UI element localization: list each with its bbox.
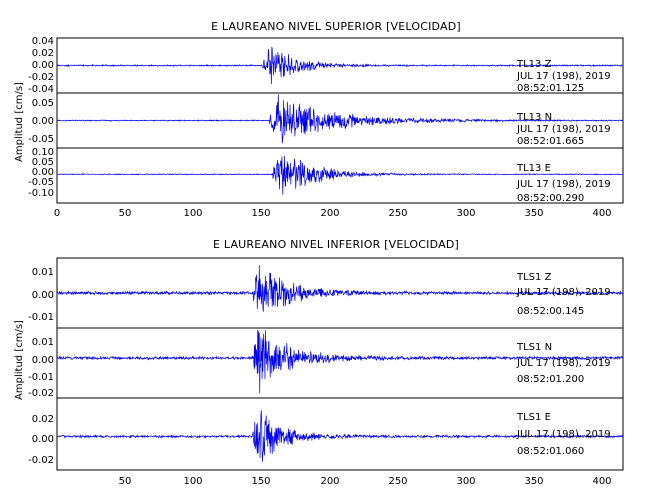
y-axis-label-superior: Amplitud [cm/s] bbox=[14, 82, 25, 162]
station-label: TLS1 N bbox=[516, 342, 552, 353]
x-tick-label: 200 bbox=[320, 476, 339, 487]
x-tick-label: 300 bbox=[456, 476, 475, 487]
y-ticks-tl13-z: 0.04 0.02 0.00 -0.02 -0.04 bbox=[28, 36, 54, 95]
y-tick-label: -0.02 bbox=[28, 455, 54, 466]
x-tick-label: 50 bbox=[119, 208, 132, 219]
y-tick-label: -0.05 bbox=[28, 177, 54, 188]
panel-tls1-n: 0.01 0.00 -0.01 -0.02 TLS1 N JUL 17 (198… bbox=[28, 327, 624, 399]
panel-frame bbox=[56, 147, 624, 204]
y-tick-label: -0.01 bbox=[28, 372, 54, 383]
y-tick-label: -0.02 bbox=[28, 388, 54, 399]
date-label: JUL 17 (198), 2019 bbox=[516, 71, 611, 82]
station-label: TL13 Z bbox=[516, 59, 552, 70]
trace-tls1-z bbox=[56, 264, 624, 312]
station-label: TL13 E bbox=[516, 163, 551, 174]
time-label: 08:52:01.125 bbox=[517, 83, 584, 94]
x-tick-label: 350 bbox=[524, 476, 543, 487]
y-tick-label: 0.05 bbox=[32, 98, 54, 109]
chart-nivel-superior: E LAUREANO NIVEL SUPERIOR [VELOCIDAD] Am… bbox=[14, 20, 624, 219]
x-tick-label: 150 bbox=[251, 208, 270, 219]
y-tick-label: -0.10 bbox=[28, 188, 54, 199]
x-tick-label: 150 bbox=[251, 476, 270, 487]
panel-tl13-n: 0.05 0.00 -0.05 TL13 N JUL 17 (198), 201… bbox=[28, 92, 624, 149]
date-label: JUL 17 (198), 2019 bbox=[516, 124, 611, 135]
time-label: 08:52:01.665 bbox=[517, 136, 584, 147]
time-label: 08:52:01.200 bbox=[517, 374, 584, 385]
panel-frame bbox=[56, 397, 624, 471]
station-label: TL13 N bbox=[516, 112, 552, 123]
x-tick-label: 400 bbox=[592, 208, 611, 219]
panel-tls1-e: 0.02 0.00 -0.02 TLS1 E JUL 17 (198), 201… bbox=[28, 397, 624, 471]
y-tick-label: 0.02 bbox=[32, 414, 54, 425]
y-tick-label: 0.10 bbox=[32, 147, 54, 158]
y-tick-label: -0.01 bbox=[28, 312, 54, 323]
y-tick-label: 0.01 bbox=[32, 267, 54, 278]
y-ticks-tl13-n: 0.05 0.00 -0.05 bbox=[28, 98, 54, 145]
panel-tls1-z: 0.01 0.00 -0.01 TLS1 Z JUL 17 (198), 201… bbox=[28, 257, 624, 329]
y-tick-label: -0.05 bbox=[28, 134, 54, 145]
y-tick-label: 0.00 bbox=[32, 167, 54, 178]
y-ticks-tls1-z: 0.01 0.00 -0.01 bbox=[28, 267, 54, 323]
date-label: JUL 17 (198), 2019 bbox=[516, 358, 611, 369]
x-tick-label: 0 bbox=[54, 208, 60, 219]
x-axis-superior: 0 50 100 150 200 250 300 350 400 bbox=[54, 208, 612, 219]
y-tick-label: -0.04 bbox=[28, 84, 54, 95]
x-tick-label: 250 bbox=[388, 208, 407, 219]
panel-tl13-z: 0.04 0.02 0.00 -0.02 -0.04 TL13 Z JUL 17… bbox=[28, 36, 624, 95]
trace-tl13-n bbox=[56, 94, 624, 144]
chart-title-inferior: E LAUREANO NIVEL INFERIOR [VELOCIDAD] bbox=[213, 238, 459, 251]
y-tick-label: 0.02 bbox=[32, 48, 54, 59]
y-axis-label-inferior: Amplitud [cm/s] bbox=[14, 320, 25, 400]
chart-nivel-inferior: E LAUREANO NIVEL INFERIOR [VELOCIDAD] Am… bbox=[14, 238, 624, 487]
y-tick-label: 0.00 bbox=[32, 116, 54, 127]
y-ticks-tls1-e: 0.02 0.00 -0.02 bbox=[28, 414, 54, 466]
x-tick-label: 400 bbox=[592, 476, 611, 487]
x-tick-label: 50 bbox=[119, 476, 132, 487]
x-tick-label: 350 bbox=[524, 208, 543, 219]
chart-title-superior: E LAUREANO NIVEL SUPERIOR [VELOCIDAD] bbox=[211, 20, 461, 33]
station-label: TLS1 Z bbox=[516, 272, 552, 283]
date-label: JUL 17 (198), 2019 bbox=[516, 287, 611, 298]
trace-tl13-z bbox=[56, 46, 624, 85]
station-label: TLS1 E bbox=[516, 412, 551, 423]
date-label: JUL 17 (198), 2019 bbox=[516, 429, 611, 440]
date-label: JUL 17 (198), 2019 bbox=[516, 179, 611, 190]
trace-tls1-n bbox=[56, 330, 624, 394]
y-tick-label: 0.01 bbox=[32, 337, 54, 348]
time-label: 08:52:00.145 bbox=[517, 306, 584, 317]
x-tick-label: 100 bbox=[183, 208, 202, 219]
x-axis-inferior: 50 100 150 200 250 300 350 400 bbox=[119, 476, 612, 487]
x-tick-label: 250 bbox=[388, 476, 407, 487]
y-tick-label: 0.05 bbox=[32, 157, 54, 168]
y-ticks-tl13-e: 0.10 0.05 0.00 -0.05 -0.10 bbox=[28, 147, 54, 199]
y-tick-label: 0.00 bbox=[32, 60, 54, 71]
trace-tls1-e bbox=[56, 410, 624, 462]
time-label: 08:52:00.290 bbox=[517, 193, 584, 204]
y-tick-label: 0.00 bbox=[32, 434, 54, 445]
panel-tl13-e: 0.10 0.05 0.00 -0.05 -0.10 TL13 E JUL 17… bbox=[28, 147, 624, 204]
y-tick-label: -0.02 bbox=[28, 72, 54, 83]
x-tick-label: 300 bbox=[456, 208, 475, 219]
y-tick-label: 0.00 bbox=[32, 355, 54, 366]
y-tick-label: 0.04 bbox=[32, 36, 54, 47]
trace-tl13-e bbox=[56, 155, 623, 195]
x-tick-label: 200 bbox=[320, 208, 339, 219]
y-ticks-tls1-n: 0.01 0.00 -0.01 -0.02 bbox=[28, 337, 54, 399]
x-tick-label: 100 bbox=[183, 476, 202, 487]
y-tick-label: 0.00 bbox=[32, 290, 54, 301]
time-label: 08:52:01.060 bbox=[517, 446, 584, 457]
